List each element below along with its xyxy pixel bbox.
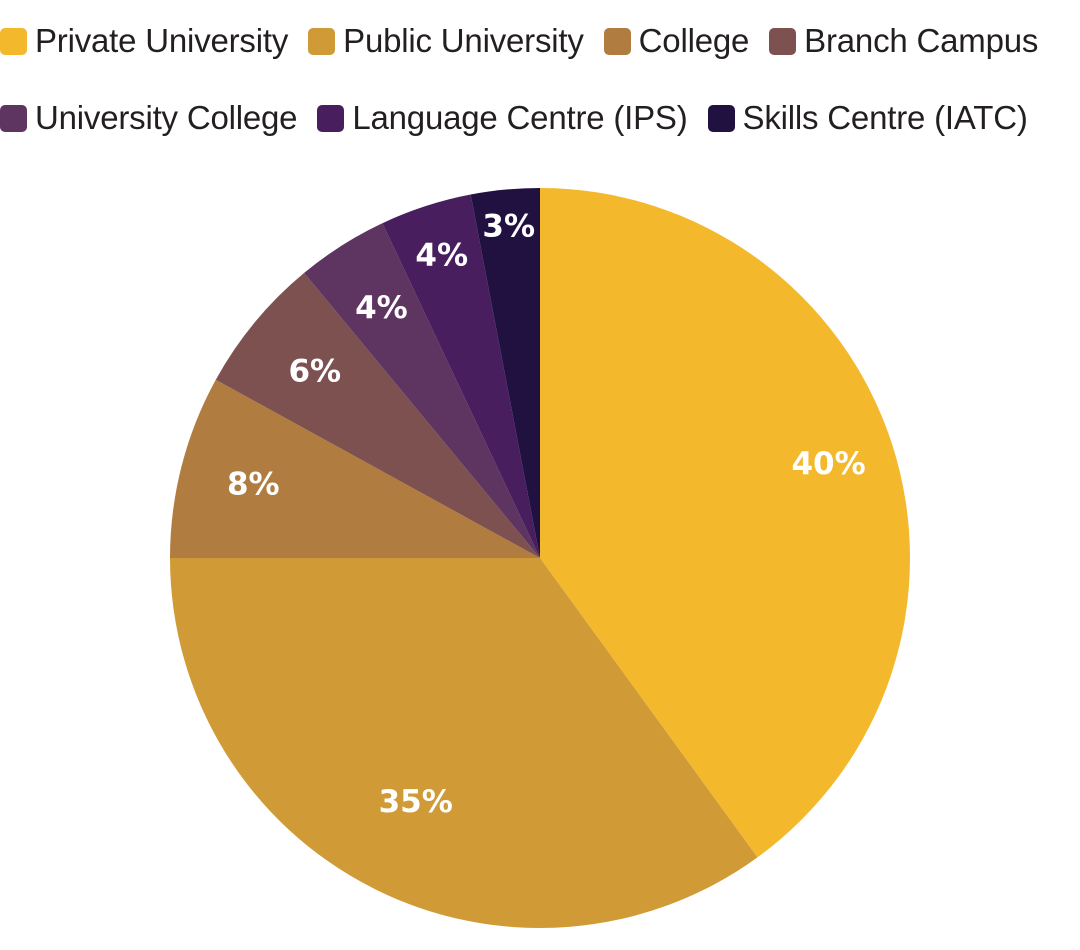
legend-item-public-university: Public University <box>308 22 584 60</box>
pie-slice-university-college <box>304 223 540 558</box>
pie-label-private-university: 40% <box>791 446 865 482</box>
legend-row-1: Private University Public University Col… <box>0 16 1058 66</box>
legend-swatch-public-university <box>308 27 336 55</box>
legend-swatch-language-centre <box>317 104 345 132</box>
legend-item-skills-centre: Skills Centre (IATC) <box>707 99 1028 137</box>
legend-label-branch-campus: Branch Campus <box>804 22 1039 59</box>
legend-row-2: University College Language Centre (IPS)… <box>0 93 1048 143</box>
pie-label-branch-campus: 6% <box>288 354 341 390</box>
legend-label-public-university: Public University <box>343 22 584 59</box>
legend-item-language-centre: Language Centre (IPS) <box>317 99 688 137</box>
pie-slice-public-university <box>170 558 758 929</box>
legend-swatch-college <box>603 27 631 55</box>
pie-slice-college <box>170 379 540 558</box>
legend-label-skills-centre: Skills Centre (IATC) <box>742 99 1028 136</box>
legend-item-university-college: University College <box>0 99 298 137</box>
legend-item-college: College <box>603 22 750 60</box>
pie-label-skills-centre-iatc: 3% <box>482 209 535 245</box>
pie-slice-skills-centre-iatc <box>470 188 540 558</box>
pie-slices <box>170 188 911 929</box>
pie-label-public-university: 35% <box>379 784 453 820</box>
legend-label-university-college: University College <box>35 99 298 136</box>
pie-data-labels: 40% 35% 8% 6% 4%4% 3% <box>227 209 866 821</box>
legend-label-college: College <box>638 22 750 59</box>
pie-label-university-college: 4% <box>355 290 408 326</box>
legend-swatch-university-college <box>0 104 27 132</box>
pie-slice-branch-campus <box>215 272 540 558</box>
legend-item-branch-campus: Branch Campus <box>769 22 1038 60</box>
legend-item-private-university: Private University <box>0 22 288 60</box>
pie-label-college: 8% <box>227 466 280 502</box>
legend-label-language-centre: Language Centre (IPS) <box>352 99 688 136</box>
pie-slice-private-university <box>540 188 911 858</box>
legend-swatch-skills-centre <box>707 104 735 132</box>
legend-label-private-university: Private University <box>35 22 289 59</box>
pie-slice-language-centre-ips <box>382 194 540 559</box>
legend-swatch-private-university <box>0 27 27 55</box>
pie-label-language-centre-ips: 4% <box>415 237 468 273</box>
legend-swatch-branch-campus <box>769 27 797 55</box>
